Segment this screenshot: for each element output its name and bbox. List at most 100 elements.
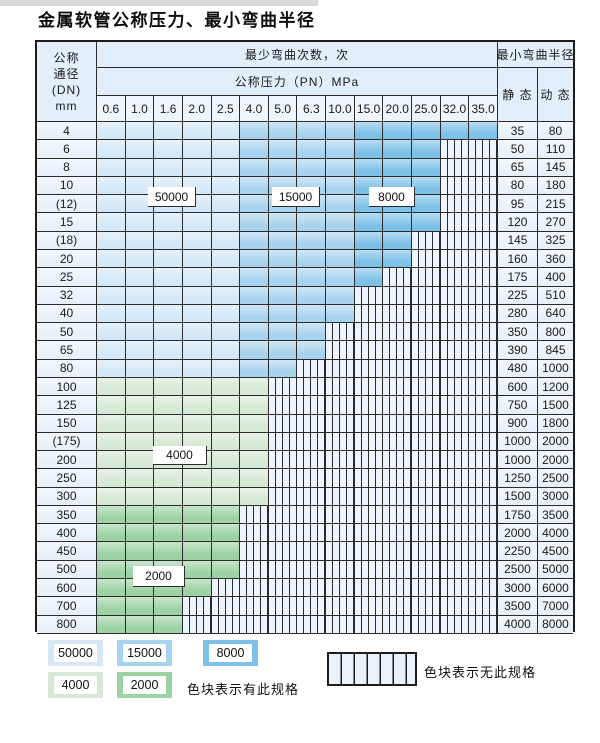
grid-cell	[125, 304, 155, 324]
dn-cell: 400	[37, 524, 97, 543]
grid-cell	[211, 579, 241, 598]
grid-cell	[326, 377, 355, 397]
grid-cell	[211, 195, 241, 214]
grid-cell	[469, 432, 498, 452]
grid-cell	[412, 213, 441, 232]
grid-cell	[211, 268, 241, 287]
pressure-col-header: 25.0	[412, 96, 441, 122]
grid-cell	[268, 341, 298, 360]
grid-cell	[211, 524, 241, 543]
dn-cell: 500	[37, 560, 97, 580]
grid-cell	[268, 213, 298, 232]
dn-cell: 4	[37, 122, 97, 141]
dynamic-radius-cell: 180	[537, 176, 573, 196]
grid-cell	[326, 195, 355, 214]
grid-cell	[97, 597, 126, 616]
grid-cell	[154, 213, 183, 232]
static-radius-cell: 2250	[497, 542, 538, 561]
grid-cell	[211, 487, 241, 506]
grid-cell	[125, 286, 155, 305]
grid-cell	[182, 396, 212, 415]
grid-cell	[97, 195, 126, 214]
grid-cell	[97, 323, 126, 342]
grid-cell	[469, 579, 498, 598]
grid-cell	[268, 560, 298, 580]
grid-cell	[211, 176, 241, 196]
grid-cell	[412, 359, 441, 378]
cycle-count-label: 4000	[153, 446, 207, 465]
grid-cell	[125, 323, 155, 342]
grid-cell	[268, 396, 298, 415]
grid-cell	[354, 432, 384, 452]
dynamic-radius-cell: 110	[537, 140, 573, 159]
grid-cell	[412, 487, 441, 506]
grid-cell	[354, 542, 384, 561]
grid-cell	[440, 597, 470, 616]
dn-cell: 15	[37, 213, 97, 232]
grid-cell	[440, 579, 470, 598]
grid-cell	[97, 286, 126, 305]
static-radius-cell: 2500	[497, 560, 538, 580]
dynamic-radius-cell: 3000	[537, 487, 573, 506]
dn-cell: 700	[37, 597, 97, 616]
grid-cell	[326, 158, 355, 177]
grid-cell	[383, 304, 413, 324]
grid-cell	[412, 249, 441, 269]
legend-swatch-label: 50000	[54, 644, 97, 662]
grid-cell	[469, 140, 498, 159]
grid-cell	[240, 122, 269, 141]
dynamic-radius-cell: 145	[537, 158, 573, 177]
dn-cell: 65	[37, 341, 97, 360]
grid-cell	[469, 377, 498, 397]
static-radius-cell: 3500	[497, 597, 538, 616]
grid-cell	[412, 469, 441, 488]
grid-cell	[154, 487, 183, 506]
static-radius-cell: 600	[497, 377, 538, 397]
dn-cell: 150	[37, 414, 97, 433]
grid-cell	[412, 140, 441, 159]
grid-cell	[154, 341, 183, 360]
grid-cell	[97, 304, 126, 324]
grid-cell	[211, 341, 241, 360]
grid-cell	[440, 286, 470, 305]
grid-cell	[354, 158, 384, 177]
grid-cell	[326, 560, 355, 580]
spec-table: 公称 通径 (DN) mm 最少弯曲次数，次 最小弯曲半径 公称压力（PN）MP…	[35, 40, 575, 634]
grid-cell	[297, 341, 327, 360]
grid-cell	[125, 122, 155, 141]
grid-cell	[354, 140, 384, 159]
grid-cell	[354, 487, 384, 506]
grid-cell	[354, 524, 384, 543]
grid-cell	[469, 158, 498, 177]
grid-cell	[297, 451, 327, 470]
dynamic-radius-cell: 1000	[537, 359, 573, 378]
grid-cell	[354, 396, 384, 415]
grid-cell	[154, 597, 183, 616]
grid-cell	[211, 560, 241, 580]
dynamic-radius-cell: 4500	[537, 542, 573, 561]
grid-cell	[182, 487, 212, 506]
grid-cell	[240, 140, 269, 159]
static-radius-cell: 1750	[497, 505, 538, 525]
grid-cell	[354, 377, 384, 397]
grid-cell	[383, 341, 413, 360]
grid-cell	[297, 304, 327, 324]
grid-cell	[412, 451, 441, 470]
grid-cell	[326, 505, 355, 525]
pressure-col-header: 0.6	[97, 96, 126, 122]
grid-cell	[383, 286, 413, 305]
pressure-col-header: 2.5	[211, 96, 241, 122]
grid-cell	[97, 249, 126, 269]
grid-cell	[383, 487, 413, 506]
grid-cell	[383, 249, 413, 269]
grid-cell	[354, 304, 384, 324]
grid-cell	[412, 615, 441, 634]
grid-cell	[297, 396, 327, 415]
pressure-col-header: 5.0	[268, 96, 298, 122]
dn-cell: 800	[37, 615, 97, 634]
legend-swatch-label: 8000	[209, 644, 252, 662]
grid-cell	[182, 122, 212, 141]
pressure-col-header: 32.0	[440, 96, 470, 122]
grid-cell	[125, 615, 155, 634]
grid-cell	[97, 122, 126, 141]
